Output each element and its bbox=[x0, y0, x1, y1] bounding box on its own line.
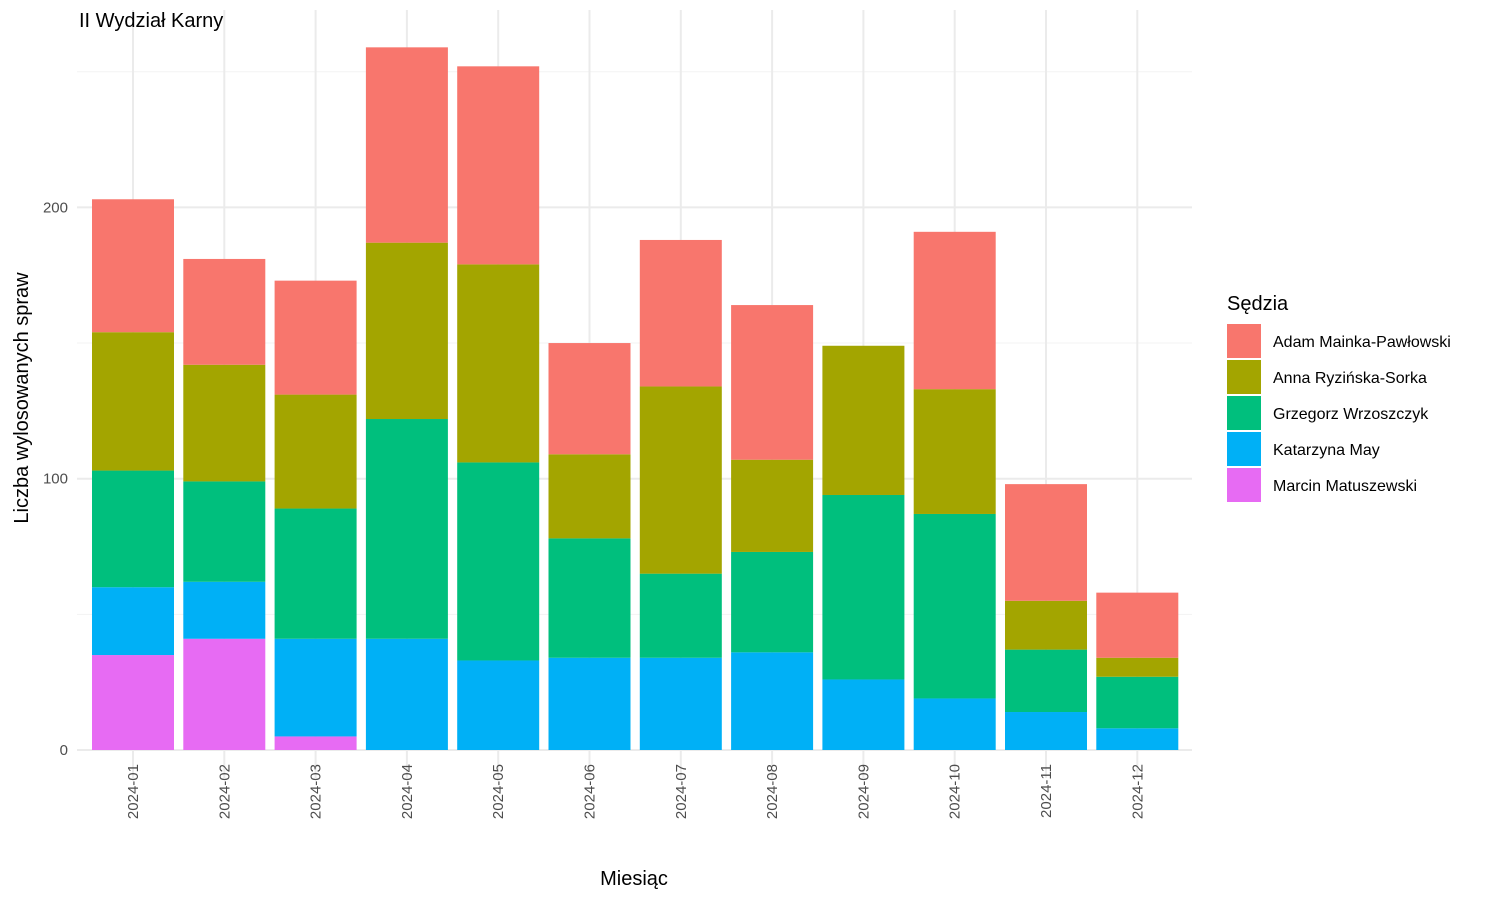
bar-segment bbox=[365, 638, 448, 750]
bar-segment bbox=[822, 679, 905, 750]
bar-segment bbox=[548, 343, 631, 455]
bar-segment bbox=[548, 657, 631, 750]
x-tick-label: 2024-10 bbox=[947, 764, 964, 819]
bar-segment bbox=[183, 364, 266, 482]
bar-segment bbox=[913, 513, 996, 699]
bar-segment bbox=[183, 638, 266, 750]
bar-segment bbox=[548, 538, 631, 658]
bar-segment bbox=[274, 280, 357, 395]
legend-items: Adam Mainka-Pawłowski Anna Ryzińska-Sorka… bbox=[1227, 324, 1451, 502]
bar-segment bbox=[731, 459, 814, 552]
bar-segment bbox=[92, 199, 174, 333]
x-tick-label: 2024-04 bbox=[399, 764, 416, 819]
bar-segment bbox=[92, 587, 174, 656]
legend-swatch bbox=[1227, 432, 1261, 466]
legend-swatch bbox=[1227, 396, 1261, 430]
legend-swatch bbox=[1227, 360, 1261, 394]
bar-segment bbox=[92, 470, 174, 588]
bar-segment bbox=[639, 239, 722, 387]
bar-segment bbox=[1096, 592, 1179, 658]
x-axis-ticks: 2024-01 2024-02 2024-03 2024-04 2024-05 2024-… bbox=[125, 764, 1146, 819]
bar-segment bbox=[274, 508, 357, 639]
bar-segment bbox=[183, 258, 266, 365]
bar-segment bbox=[731, 305, 814, 460]
x-axis-title: Miesiąc bbox=[600, 868, 668, 890]
bar-segment bbox=[913, 698, 996, 750]
x-tick-label: 2024-11 bbox=[1038, 764, 1055, 818]
bar-segment bbox=[639, 657, 722, 750]
bar-segment bbox=[1005, 712, 1087, 750]
bar-segment bbox=[1005, 600, 1087, 650]
bar-segment bbox=[274, 394, 357, 509]
chart-title: II Wydział Karny bbox=[79, 10, 223, 32]
x-tick-label: 2024-07 bbox=[673, 764, 690, 819]
bar-segment bbox=[365, 47, 448, 243]
bar-segment bbox=[822, 494, 905, 680]
bar-segment bbox=[274, 736, 357, 750]
x-tick-label: 2024-12 bbox=[1129, 764, 1146, 819]
y-tick-label: 100 bbox=[43, 471, 68, 488]
bar-segment bbox=[1096, 728, 1179, 750]
legend-swatch bbox=[1227, 324, 1261, 358]
bar-segment bbox=[1005, 649, 1087, 713]
bar-segment bbox=[731, 652, 814, 750]
legend-label: Katarzyna May bbox=[1273, 442, 1380, 459]
legend-label: Anna Ryzińska-Sorka bbox=[1273, 370, 1427, 387]
bar-segment bbox=[457, 462, 540, 661]
x-tick-label: 2024-08 bbox=[764, 764, 781, 819]
legend-title: Sędzia bbox=[1227, 293, 1289, 315]
bar-segment bbox=[92, 655, 174, 750]
y-axis-title: Liczba wylosowanych spraw bbox=[11, 272, 33, 524]
legend-label: Adam Mainka-Pawłowski bbox=[1273, 334, 1451, 351]
legend-label: Grzegorz Wrzoszczyk bbox=[1273, 406, 1429, 423]
x-tick-label: 2024-05 bbox=[490, 764, 507, 819]
bar-segment bbox=[1096, 676, 1179, 729]
bar-segment bbox=[639, 573, 722, 658]
bar-segment bbox=[731, 551, 814, 653]
bar-segment bbox=[274, 638, 357, 737]
x-tick-label: 2024-09 bbox=[855, 764, 872, 819]
y-axis-ticks: 0 100 200 bbox=[43, 199, 68, 759]
bar-segment bbox=[822, 345, 905, 495]
bar-segment bbox=[183, 481, 266, 582]
bar-segment bbox=[639, 386, 722, 574]
bar-segment bbox=[1096, 657, 1179, 677]
x-tick-label: 2024-03 bbox=[308, 764, 325, 819]
y-tick-label: 0 bbox=[60, 742, 68, 759]
bar-segment bbox=[457, 660, 540, 750]
bars bbox=[92, 47, 1179, 750]
bar-segment bbox=[1005, 484, 1087, 601]
legend-label: Marcin Matuszewski bbox=[1273, 478, 1417, 495]
bar-segment bbox=[548, 454, 631, 539]
y-tick-label: 200 bbox=[43, 199, 68, 216]
legend-swatch bbox=[1227, 468, 1261, 502]
bar-segment bbox=[913, 389, 996, 514]
bar-segment bbox=[457, 66, 540, 265]
bar-segment bbox=[365, 419, 448, 639]
bar-segment bbox=[365, 242, 448, 420]
legend: Sędzia Adam Mainka-Pawłowski Anna Ryzińsk… bbox=[1227, 293, 1451, 502]
x-tick-label: 2024-02 bbox=[216, 764, 233, 819]
bar-segment bbox=[92, 332, 174, 471]
x-tick-label: 2024-01 bbox=[125, 764, 142, 819]
bar-segment bbox=[183, 581, 266, 639]
x-tick-label: 2024-06 bbox=[582, 764, 599, 819]
bar-segment bbox=[913, 231, 996, 390]
bar-segment bbox=[457, 264, 540, 463]
